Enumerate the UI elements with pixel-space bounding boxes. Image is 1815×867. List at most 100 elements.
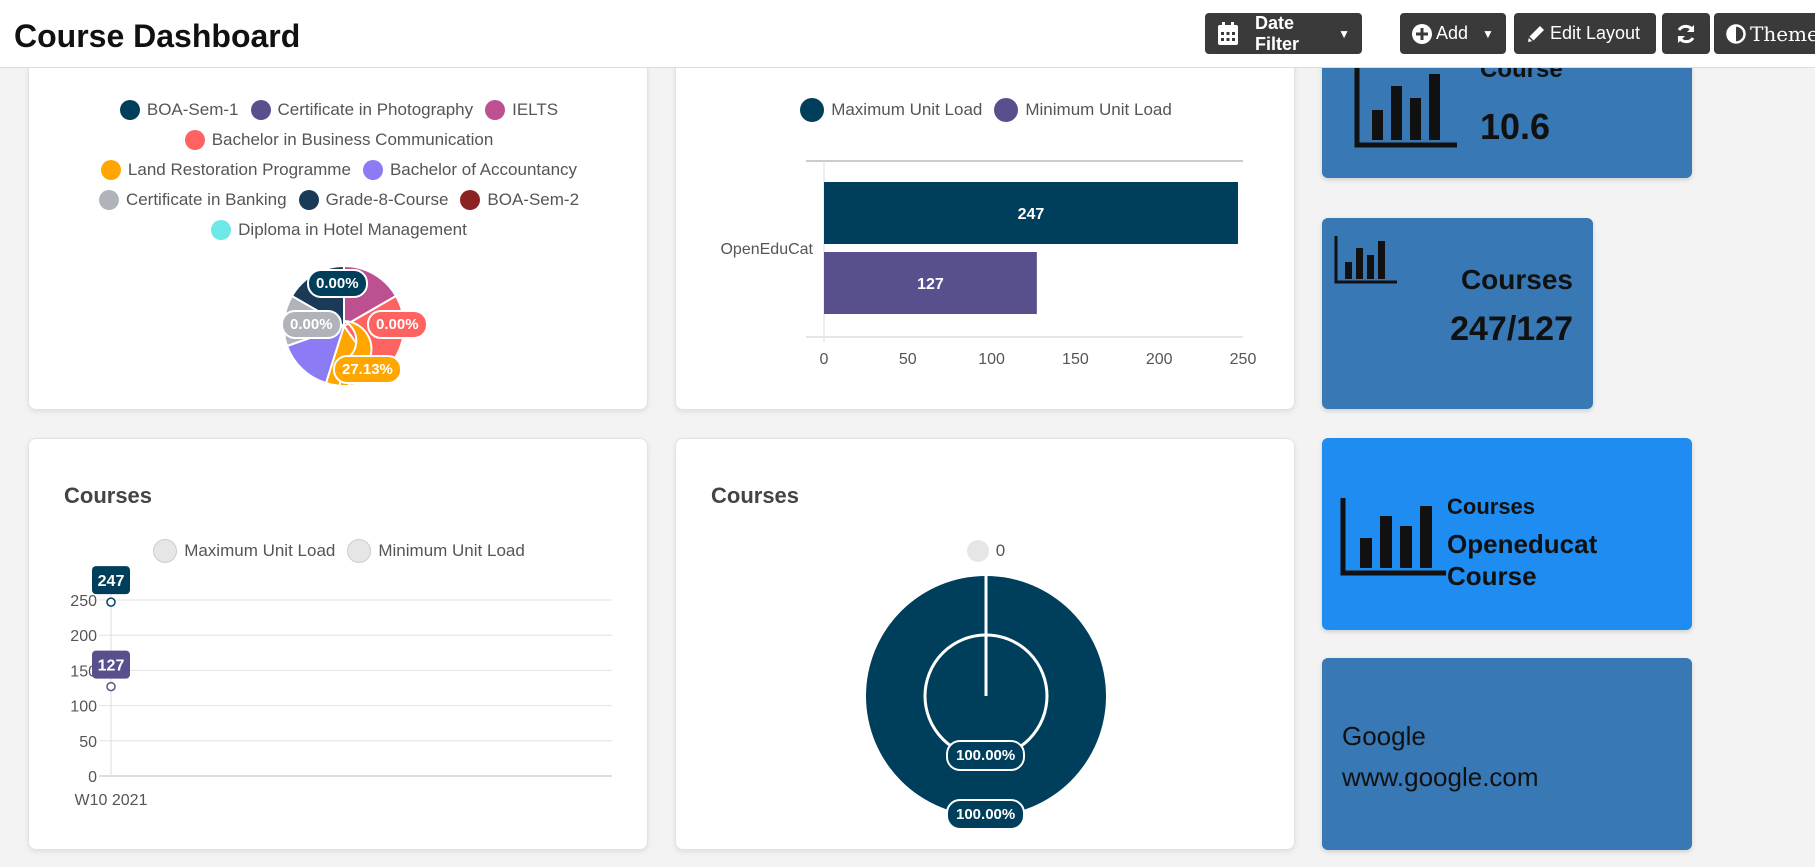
legend-swatch bbox=[298, 190, 319, 210]
refresh-button[interactable] bbox=[1662, 13, 1710, 54]
legend-label: Maximum Unit Load bbox=[184, 541, 336, 560]
donut-legend: 0 bbox=[676, 536, 1294, 566]
line-data-label: 127 bbox=[98, 658, 125, 675]
y-tick-label: 0 bbox=[88, 769, 97, 786]
legend-item[interactable]: Bachelor of Accountancy bbox=[362, 155, 578, 185]
legend-label: 0 bbox=[995, 541, 1006, 560]
legend-item[interactable]: BOA-Sem-2 bbox=[460, 185, 579, 215]
legend-item[interactable]: Certificate in Photography bbox=[250, 95, 474, 125]
edit-layout-button[interactable]: Edit Layout bbox=[1514, 13, 1656, 54]
tile-value: 247/127 bbox=[1450, 310, 1573, 348]
tile-link[interactable]: Google www.google.com bbox=[1342, 716, 1539, 798]
caret-down-icon: ▼ bbox=[1482, 26, 1494, 41]
legend-swatch bbox=[184, 130, 205, 150]
legend-item[interactable]: Diploma in Hotel Management bbox=[211, 215, 467, 245]
donut-data-label: 100.00% bbox=[946, 799, 1026, 830]
plus-circle-icon bbox=[1412, 23, 1432, 44]
line-point[interactable] bbox=[106, 597, 116, 607]
legend-label: Grade-8-Course bbox=[325, 190, 449, 209]
legend-label: BOA-Sem-2 bbox=[487, 190, 580, 209]
caret-down-icon: ▼ bbox=[1338, 26, 1350, 41]
bar[interactable] bbox=[824, 182, 1238, 244]
legend-item[interactable]: 0 bbox=[966, 536, 1006, 566]
legend-item[interactable]: Maximum Unit Load bbox=[153, 536, 335, 566]
legend-item[interactable]: BOA-Sem-1 bbox=[119, 95, 239, 125]
legend-item[interactable]: Grade-8-Course bbox=[298, 185, 449, 215]
donut-data-label: 100.00% bbox=[946, 740, 1026, 771]
add-label: Add bbox=[1436, 23, 1469, 43]
kpi-tile-google-link[interactable]: Google www.google.com bbox=[1322, 658, 1692, 850]
pencil-icon bbox=[1528, 25, 1544, 42]
line-data-label-box bbox=[92, 650, 130, 679]
legend-label: Minimum Unit Load bbox=[378, 541, 525, 560]
theme-button[interactable]: Theme bbox=[1714, 13, 1815, 54]
legend-label: Certificate in Photography bbox=[277, 100, 474, 119]
tile-title: Courses bbox=[1447, 494, 1536, 519]
legend-label: Minimum Unit Load bbox=[1025, 100, 1172, 119]
legend-label: Certificate in Banking bbox=[125, 190, 287, 209]
bar-data-label: 247 bbox=[1018, 206, 1045, 223]
add-button[interactable]: Add ▼ bbox=[1400, 13, 1506, 54]
legend-item[interactable]: IELTS bbox=[485, 95, 558, 125]
contrast-icon bbox=[1726, 23, 1746, 44]
legend-swatch bbox=[994, 98, 1019, 122]
bar-chart-icon bbox=[1354, 68, 1457, 148]
legend-swatch bbox=[460, 190, 481, 210]
legend-swatch bbox=[98, 190, 119, 210]
course-pie-card: BOA-Sem-1 Certificate in Photography IEL… bbox=[28, 40, 648, 410]
x-tick-label: 250 bbox=[1230, 351, 1257, 368]
legend-item[interactable]: Minimum Unit Load bbox=[347, 536, 525, 566]
legend-item[interactable]: Certificate in Banking bbox=[98, 185, 287, 215]
legend-item[interactable]: Land Restoration Programme bbox=[100, 155, 351, 185]
legend-item[interactable]: Maximum Unit Load bbox=[800, 95, 982, 125]
pie-legend: BOA-Sem-1 Certificate in Photography IEL… bbox=[89, 95, 589, 245]
legend-label: IELTS bbox=[512, 100, 559, 119]
card-title: Courses bbox=[711, 483, 800, 508]
y-tick-label: 150 bbox=[70, 663, 97, 680]
refresh-icon bbox=[1677, 24, 1695, 43]
card-title: Courses bbox=[64, 483, 153, 508]
legend-swatch bbox=[966, 540, 989, 562]
x-tick-label: 50 bbox=[899, 351, 917, 368]
date-filter-button[interactable]: Date Filter ▼ bbox=[1205, 13, 1362, 54]
line-legend: Maximum Unit Load Minimum Unit Load bbox=[29, 536, 647, 566]
calendar-icon bbox=[1218, 21, 1238, 45]
bar-chart-icon bbox=[1340, 498, 1446, 576]
x-tick-label: 150 bbox=[1062, 351, 1089, 368]
kpi-tile-courses-ratio[interactable]: Courses 247/127 bbox=[1322, 218, 1593, 409]
pie-slice[interactable] bbox=[285, 324, 346, 385]
pie-data-label: 0.00% bbox=[307, 269, 368, 298]
courses-line-chart: 0 50 100 150 200 250 W10 2021 247 127 bbox=[70, 566, 612, 809]
tile-value: Openeducat Course bbox=[1447, 528, 1597, 592]
legend-label: Land Restoration Programme bbox=[127, 160, 351, 179]
bar-data-label: 127 bbox=[917, 276, 944, 293]
legend-label: Bachelor of Accountancy bbox=[389, 160, 578, 179]
kpi-tile-openeducat[interactable]: Courses Openeducat Course bbox=[1322, 438, 1692, 630]
top-bar: Course Dashboard Date Filter ▼ Add ▼ Edi… bbox=[0, 0, 1815, 68]
legend-item[interactable]: Minimum Unit Load bbox=[994, 95, 1172, 125]
legend-swatch bbox=[347, 539, 372, 563]
pie-data-label: 0.00% bbox=[281, 310, 342, 339]
legend-label: Maximum Unit Load bbox=[831, 100, 983, 119]
y-tick-label: 250 bbox=[70, 593, 97, 610]
courses-donut-card: Courses 0 100.00% 100.00% bbox=[675, 438, 1295, 850]
tile-value-line: Course bbox=[1447, 561, 1537, 591]
tile-value-line: Openeducat bbox=[1447, 529, 1598, 559]
bar[interactable] bbox=[824, 252, 1037, 314]
courses-line-card: Courses Maximum Unit Load Minimum Unit L… bbox=[28, 438, 648, 850]
line-point[interactable] bbox=[106, 681, 116, 692]
y-tick-label: 200 bbox=[70, 628, 97, 645]
pie-data-label: 0.00% bbox=[367, 310, 428, 339]
x-tick-label: 100 bbox=[978, 351, 1005, 368]
y-category-label: OpenEduCat bbox=[720, 241, 813, 258]
legend-item[interactable]: Bachelor in Business Communication bbox=[184, 125, 493, 155]
edit-layout-label: Edit Layout bbox=[1550, 23, 1641, 43]
legend-label: Diploma in Hotel Management bbox=[238, 220, 467, 239]
legend-swatch bbox=[800, 98, 825, 122]
theme-label: Theme bbox=[1750, 21, 1815, 46]
legend-swatch bbox=[153, 539, 178, 563]
line-data-label: 247 bbox=[98, 573, 125, 590]
legend-swatch bbox=[119, 100, 140, 120]
line-data-label-box bbox=[92, 566, 130, 595]
x-tick-label: W10 2021 bbox=[75, 792, 148, 809]
